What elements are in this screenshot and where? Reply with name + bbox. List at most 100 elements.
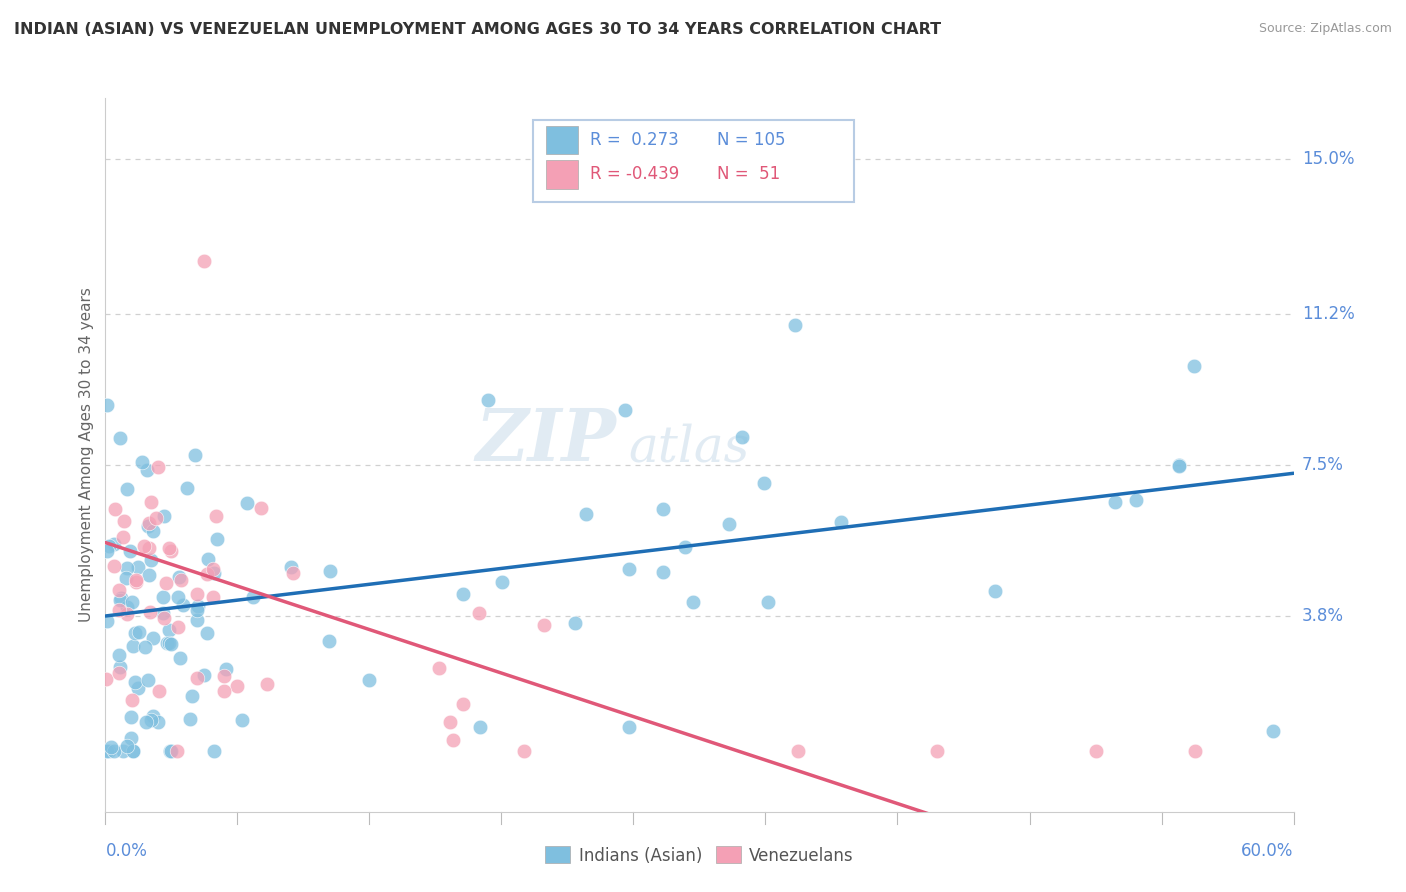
Point <box>250 500 273 515</box>
Point <box>136 673 159 688</box>
Point <box>256 677 278 691</box>
Point <box>125 573 148 587</box>
Point <box>134 640 156 655</box>
Point <box>195 567 218 582</box>
Point <box>122 640 145 654</box>
Text: R = -0.439: R = -0.439 <box>591 166 679 184</box>
Point <box>752 476 775 491</box>
Text: 0.0%: 0.0% <box>105 842 148 860</box>
Point <box>120 710 142 724</box>
Point <box>96 673 118 687</box>
Point <box>157 541 180 556</box>
Point <box>124 626 146 640</box>
Point <box>439 714 461 729</box>
Point <box>142 631 165 645</box>
Text: N =  51: N = 51 <box>717 166 780 184</box>
Text: R =  0.273: R = 0.273 <box>591 130 679 148</box>
Point <box>170 574 193 588</box>
Point <box>214 669 236 683</box>
Point <box>1104 495 1126 509</box>
Point <box>120 731 142 745</box>
Point <box>97 743 120 757</box>
Point <box>614 402 637 417</box>
Point <box>169 651 191 665</box>
Point <box>159 544 181 558</box>
Point <box>138 541 160 555</box>
Point <box>179 712 201 726</box>
Point <box>159 743 181 757</box>
Point <box>731 430 754 444</box>
Point <box>787 743 810 757</box>
Text: Source: ZipAtlas.com: Source: ZipAtlas.com <box>1258 22 1392 36</box>
Text: ZIP: ZIP <box>475 405 616 476</box>
Point <box>193 254 215 268</box>
Point <box>156 636 179 650</box>
Point <box>652 502 675 516</box>
Text: 11.2%: 11.2% <box>1302 305 1354 323</box>
Point <box>145 511 167 525</box>
Point <box>96 544 118 558</box>
Point <box>1084 743 1107 757</box>
Point <box>117 607 139 622</box>
Text: atlas: atlas <box>628 423 749 473</box>
Point <box>121 693 143 707</box>
Text: 15.0%: 15.0% <box>1302 150 1354 169</box>
Point <box>167 590 190 604</box>
Point <box>617 561 640 575</box>
Point <box>202 743 225 757</box>
Point <box>136 463 159 477</box>
Point <box>97 539 120 553</box>
Point <box>141 495 163 509</box>
Text: 7.5%: 7.5% <box>1302 456 1344 475</box>
Point <box>141 713 163 727</box>
Point <box>193 668 215 682</box>
Point <box>172 598 194 612</box>
FancyBboxPatch shape <box>533 120 853 202</box>
Point <box>1184 743 1206 757</box>
Text: N = 105: N = 105 <box>717 130 786 148</box>
Point <box>1261 723 1284 738</box>
Point <box>160 637 183 651</box>
Point <box>176 481 198 495</box>
Point <box>717 517 740 532</box>
Point <box>135 715 157 730</box>
Point <box>202 566 225 580</box>
FancyBboxPatch shape <box>546 161 578 189</box>
Point <box>152 509 174 524</box>
Point <box>783 318 806 333</box>
Point <box>180 689 202 703</box>
Point <box>1182 359 1205 373</box>
Point <box>122 743 145 757</box>
Point <box>201 590 224 604</box>
Point <box>108 583 131 598</box>
Point <box>115 561 138 575</box>
Point <box>138 568 160 582</box>
Point <box>104 502 127 516</box>
Point <box>138 516 160 530</box>
Text: 3.8%: 3.8% <box>1302 607 1344 625</box>
Point <box>574 507 596 521</box>
Point <box>491 574 513 589</box>
Point <box>96 615 118 629</box>
Point <box>205 533 228 547</box>
Point <box>152 606 174 620</box>
Point <box>115 570 138 584</box>
Point <box>477 392 499 407</box>
Point <box>142 524 165 539</box>
Point <box>115 739 138 754</box>
Point <box>187 599 209 613</box>
Y-axis label: Unemployment Among Ages 30 to 34 years: Unemployment Among Ages 30 to 34 years <box>79 287 94 623</box>
Point <box>984 583 1007 598</box>
Text: INDIAN (ASIAN) VS VENEZUELAN UNEMPLOYMENT AMONG AGES 30 TO 34 YEARS CORRELATION : INDIAN (ASIAN) VS VENEZUELAN UNEMPLOYMEN… <box>14 22 941 37</box>
FancyBboxPatch shape <box>546 126 578 154</box>
Point <box>186 672 208 686</box>
Point <box>127 681 149 695</box>
Point <box>167 620 190 634</box>
Point <box>451 697 474 711</box>
Point <box>110 591 132 605</box>
Point <box>136 518 159 533</box>
Point <box>121 743 143 757</box>
Point <box>319 565 342 579</box>
Point <box>96 743 118 757</box>
Point <box>513 743 536 757</box>
